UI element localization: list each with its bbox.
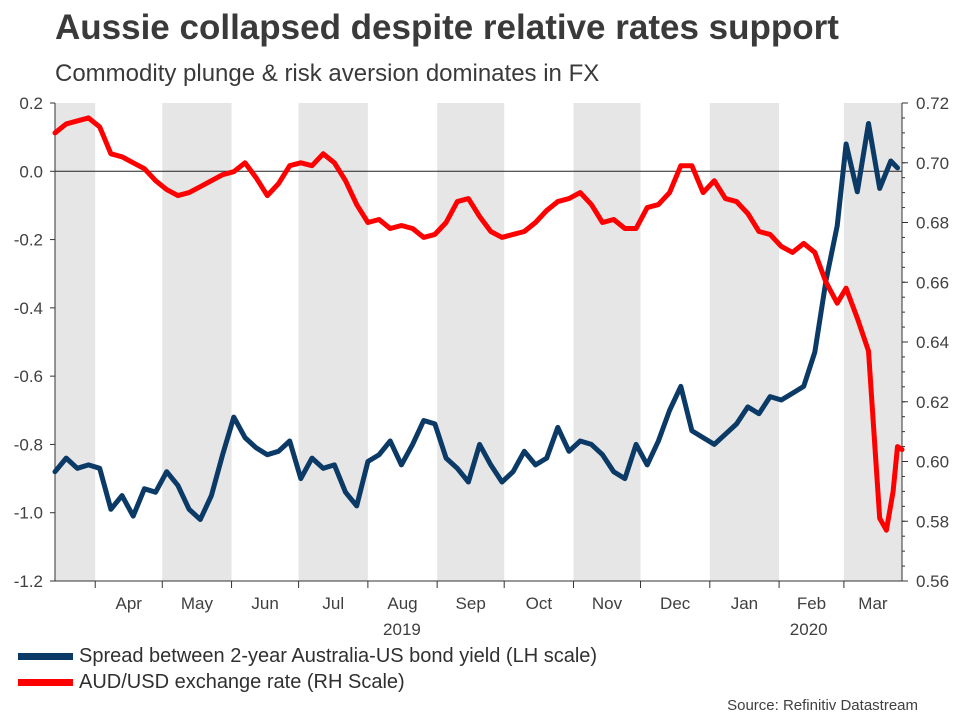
month-band xyxy=(709,103,780,581)
right-tick-label: 0.60 xyxy=(916,453,949,472)
legend-item-audusd: AUD/USD exchange rate (RH Scale) xyxy=(18,669,597,695)
right-tick-label: 0.64 xyxy=(916,333,949,352)
left-tick-label: -0.6 xyxy=(14,367,43,386)
month-label: Feb xyxy=(797,594,826,613)
legend-label-audusd: AUD/USD exchange rate (RH Scale) xyxy=(79,670,405,693)
chart-title: Aussie collapsed despite relative rates … xyxy=(55,8,839,47)
year-label: 2020 xyxy=(790,620,828,639)
month-band xyxy=(573,103,641,581)
left-tick-label: 0.2 xyxy=(19,94,43,113)
month-label: Oct xyxy=(526,594,553,613)
left-tick-label: -1.2 xyxy=(14,572,43,591)
month-label: Jun xyxy=(251,594,278,613)
month-label: Sep xyxy=(456,594,486,613)
month-label: Aug xyxy=(387,594,417,613)
month-label: Mar xyxy=(858,594,888,613)
left-tick-label: -0.8 xyxy=(14,435,43,454)
right-tick-label: 0.68 xyxy=(916,214,949,233)
month-band xyxy=(437,103,505,581)
right-tick-label: 0.62 xyxy=(916,393,949,412)
left-tick-label: -1.0 xyxy=(14,504,43,523)
right-tick-label: 0.58 xyxy=(916,512,949,531)
month-label: Jan xyxy=(731,594,758,613)
left-tick-label: 0.0 xyxy=(19,162,43,181)
month-bands xyxy=(55,103,902,581)
month-band xyxy=(298,103,368,581)
right-tick-label: 0.56 xyxy=(916,572,949,591)
right-tick-label: 0.72 xyxy=(916,94,949,113)
left-tick-label: -0.4 xyxy=(14,299,43,318)
right-axis-ticks: 0.72 0.70 0.68 0.66 0.64 0.62 0.60 0.58 0.56 xyxy=(902,94,949,591)
left-tick-label: -0.2 xyxy=(14,231,43,250)
month-label: Dec xyxy=(660,594,691,613)
month-label: Nov xyxy=(592,594,623,613)
legend-item-spread: Spread between 2-year Australia-US bond … xyxy=(18,643,597,669)
month-band xyxy=(162,103,232,581)
month-label: May xyxy=(181,594,214,613)
legend-label-spread: Spread between 2-year Australia-US bond … xyxy=(79,644,598,667)
right-tick-label: 0.66 xyxy=(916,273,949,292)
legend-swatch-audusd xyxy=(18,678,73,686)
legend-swatch-spread xyxy=(18,652,73,660)
series-line-spread xyxy=(52,121,900,522)
legend: Spread between 2-year Australia-US bond … xyxy=(18,643,597,695)
month-label: Apr xyxy=(116,594,143,613)
source-note: Source: Refinitiv Datastream xyxy=(727,697,918,714)
year-label: 2019 xyxy=(383,620,421,639)
chart-subtitle: Commodity plunge & risk aversion dominat… xyxy=(55,60,600,87)
month-band xyxy=(55,103,96,581)
series-line-audusd xyxy=(52,115,905,533)
right-tick-label: 0.70 xyxy=(916,154,949,173)
month-label: Jul xyxy=(322,594,344,613)
left-axis-ticks: 0.2 0.0 -0.2 -0.4 -0.6 -0.8 -1.0 -1.2 xyxy=(14,94,55,591)
x-axis-ticks: Apr May Jun Jul Aug Sep Oct Nov Dec Jan Feb Mar 2019… xyxy=(94,581,888,639)
